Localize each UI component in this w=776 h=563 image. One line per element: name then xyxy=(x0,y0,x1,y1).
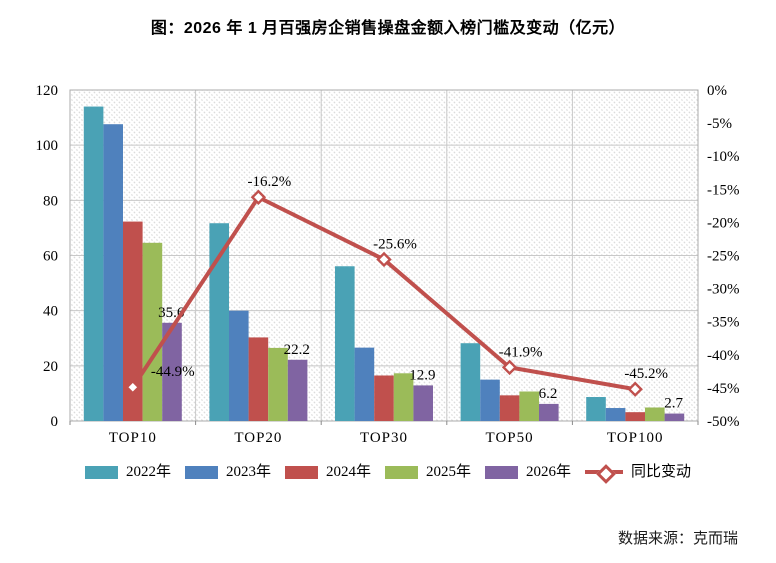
bar-data-label: 12.9 xyxy=(409,367,435,383)
right-axis-tick-label: -35% xyxy=(707,315,740,331)
right-axis-tick-label: -40% xyxy=(707,348,740,364)
bar-2023年-TOP10 xyxy=(103,124,123,421)
legend-swatch xyxy=(485,465,519,479)
chart-plot-area: 35.622.212.96.22.7-44.9%-16.2%-25.6%-41.… xyxy=(36,83,740,446)
right-axis-tick-label: 0% xyxy=(707,83,727,99)
bar-2026年-TOP100 xyxy=(664,413,685,421)
legend-item-同比变动: 同比变动 xyxy=(585,461,692,484)
left-axis-tick-label: 20 xyxy=(43,359,58,375)
legend-line-marker-icon xyxy=(585,464,624,484)
legend-item-2022年: 2022年 xyxy=(84,461,171,483)
x-category-label-TOP30: TOP30 xyxy=(360,430,408,446)
left-axis-tick-label: 100 xyxy=(36,138,59,154)
bar-data-label: 6.2 xyxy=(539,386,558,402)
legend-label: 2023年 xyxy=(225,464,271,480)
legend-item-2025年: 2025年 xyxy=(385,461,471,483)
legend-label: 2026年 xyxy=(526,464,572,480)
right-axis-tick-label: -30% xyxy=(707,282,740,298)
bar-2023年-TOP100 xyxy=(605,408,626,421)
right-axis-tick-label: -15% xyxy=(707,182,740,198)
legend-label: 同比变动 xyxy=(631,464,692,480)
bar-2023年-TOP30 xyxy=(354,347,375,421)
legend-label: 2024年 xyxy=(325,464,371,480)
line-data-label: -25.6% xyxy=(373,236,417,252)
x-category-label-TOP50: TOP50 xyxy=(486,430,534,446)
legend-swatch xyxy=(385,465,418,479)
right-axis-tick-label: -20% xyxy=(707,215,740,231)
line-data-label: -45.2% xyxy=(624,366,668,382)
legend-item-2026年: 2026年 xyxy=(485,461,571,483)
left-axis-tick-label: 120 xyxy=(36,83,59,99)
legend-item-2024年: 2024年 xyxy=(284,461,371,483)
bar-2022年-TOP30 xyxy=(335,266,355,421)
legend-label: 2025年 xyxy=(426,464,472,480)
chart-legend: 2022年 2023年 2024年 2025年 2026年 同比变动 xyxy=(0,461,776,484)
chart-title: 图：2026 年 1 月百强房企销售操盘金额入榜门槛及变动（亿元） xyxy=(150,20,626,37)
bar-data-label: 2.7 xyxy=(664,396,683,412)
left-axis-tick-label: 80 xyxy=(43,193,58,209)
bar-2024年-TOP30 xyxy=(374,375,394,421)
line-marker-TOP10 xyxy=(125,379,141,395)
bar-2023年-TOP50 xyxy=(480,379,500,421)
legend-swatch xyxy=(284,465,318,479)
right-axis-tick-label: -10% xyxy=(707,149,740,165)
bar-2022年-TOP10 xyxy=(83,106,104,422)
x-category-label-TOP20: TOP20 xyxy=(234,430,282,446)
bar-2025年-TOP50 xyxy=(519,391,539,421)
bar-2024年-TOP20 xyxy=(248,337,269,421)
bar-2023年-TOP20 xyxy=(229,310,249,421)
line-marker-TOP50 xyxy=(501,359,518,376)
x-category-label-TOP10: TOP10 xyxy=(109,430,157,446)
right-axis-tick-label: -45% xyxy=(707,381,740,397)
bar-2022年-TOP100 xyxy=(586,397,606,421)
bar-2025年-TOP30 xyxy=(393,373,414,421)
bar-2025年-TOP10 xyxy=(142,242,163,421)
bar-2022年-TOP20 xyxy=(209,223,229,421)
bar-2024年-TOP100 xyxy=(625,412,645,421)
legend-item-2023年: 2023年 xyxy=(184,461,271,483)
x-category-label-TOP100: TOP100 xyxy=(607,430,664,446)
bar-2026年-TOP10 xyxy=(162,322,182,421)
right-axis-tick-label: -50% xyxy=(707,414,740,430)
bar-2025年-TOP100 xyxy=(645,407,665,421)
left-axis-tick-label: 40 xyxy=(43,304,58,320)
left-axis-tick-label: 0 xyxy=(51,414,59,430)
legend-label: 2022年 xyxy=(125,464,171,480)
line-data-label: -44.9% xyxy=(151,364,195,380)
bar-2026年-TOP20 xyxy=(287,359,308,421)
line-marker-TOP100 xyxy=(627,381,643,397)
line-marker-TOP30 xyxy=(376,251,392,268)
line-data-label: -16.2% xyxy=(248,174,292,190)
line-marker-TOP20 xyxy=(250,189,267,205)
bar-2026年-TOP50 xyxy=(539,403,559,421)
bar-2024年-TOP50 xyxy=(499,395,520,421)
legend-swatch xyxy=(184,465,218,479)
bar-2026年-TOP30 xyxy=(413,385,433,421)
data-source-note: 数据来源：克而瑞 xyxy=(617,531,738,547)
bar-data-label: 22.2 xyxy=(284,342,310,358)
bar-2022年-TOP50 xyxy=(460,343,481,421)
left-axis-tick-label: 60 xyxy=(43,249,58,265)
legend-swatch xyxy=(84,465,118,479)
bar-2024年-TOP10 xyxy=(123,221,143,421)
right-axis-tick-label: -25% xyxy=(707,249,740,265)
line-data-label: -41.9% xyxy=(499,344,543,360)
bar-2025年-TOP20 xyxy=(268,347,288,421)
right-axis-tick-label: -5% xyxy=(707,116,732,132)
